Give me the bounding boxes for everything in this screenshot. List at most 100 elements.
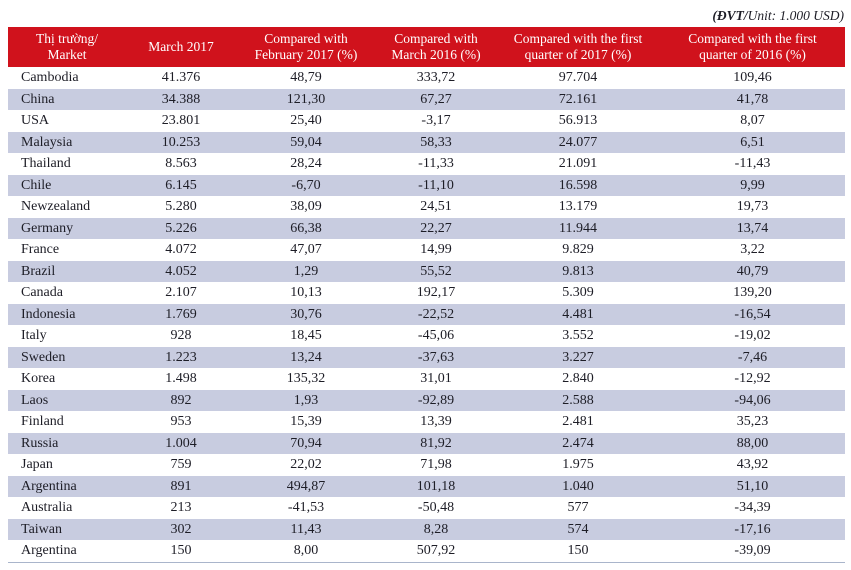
value-cell: 25,40 [290, 113, 322, 128]
value-cell: 13,24 [290, 349, 322, 365]
value-cell: 59,04 [290, 134, 322, 150]
market-name: China [21, 91, 55, 107]
unit-note: (ĐVT/Unit: 1.000 USD) [0, 0, 851, 27]
table-row: Canada 2.107 10,13 192,17 5.309 139,20 [8, 282, 845, 304]
value-cell: 121,30 [286, 91, 326, 107]
value-cell: 5.280 [165, 199, 197, 214]
value-cell: -41,53 [287, 500, 325, 515]
value-cell: 9,99 [740, 177, 765, 193]
value-cell: 11,43 [290, 521, 322, 537]
value-cell: 3.227 [562, 349, 594, 365]
value-cell: 38,09 [290, 199, 322, 214]
unit-note-prefix: (ĐVT/ [712, 8, 748, 23]
table-row: Taiwan 302 11,43 8,28 574 -17,16 [8, 518, 845, 540]
value-cell: 24,51 [420, 199, 452, 214]
value-cell: 70,94 [290, 435, 322, 451]
value-cell: 51,10 [736, 478, 769, 494]
table-row: Laos 892 1,93 -92,89 2.588 -94,06 [8, 389, 845, 411]
table-row: Argentina 150 8,00 507,92 150 -39,09 [8, 540, 845, 562]
table-row: Newzealand 5.280 38,09 24,51 13.179 19,73 [8, 196, 845, 218]
value-cell: 928 [170, 328, 192, 343]
unit-note-text: Unit: 1.000 USD) [747, 8, 844, 23]
column-header-vs-march-2016: Compared with March 2016 (%) [376, 27, 496, 67]
value-cell: 759 [170, 457, 192, 472]
value-cell: 43,92 [736, 457, 769, 472]
value-cell: -6,70 [291, 177, 321, 193]
value-cell: 10.253 [161, 134, 201, 150]
value-cell: 8.563 [165, 156, 197, 171]
value-cell: 97.704 [558, 70, 598, 85]
market-name: USA [21, 113, 50, 128]
value-cell: 1.040 [562, 478, 594, 494]
table-row: Thailand 8.563 28,24 -11,33 21.091 -11,43 [8, 153, 845, 175]
table-row: Argentina 891 494,87 101,18 1.040 51,10 [8, 475, 845, 497]
value-cell: 5.309 [562, 285, 594, 300]
table-row: Japan 759 22,02 71,98 1.975 43,92 [8, 454, 845, 476]
value-cell: -16,54 [734, 306, 771, 322]
value-cell: 11.944 [559, 220, 597, 236]
table-row: France 4.072 47,07 14,99 9.829 3,22 [8, 239, 845, 261]
value-cell: 892 [170, 392, 192, 408]
table-header-row: Thị trường/ Market March 2017 Compared w… [8, 27, 845, 67]
value-cell: 22,27 [420, 220, 452, 236]
column-header-line: March 2016 (%) [391, 47, 481, 62]
value-cell: 494,87 [286, 478, 326, 494]
column-header-line: Compared with [264, 30, 348, 46]
value-cell: 71,98 [420, 457, 452, 472]
value-cell: 109,46 [733, 70, 772, 85]
column-header-line: Thị trường/ [35, 30, 99, 46]
value-cell: 67,27 [420, 91, 452, 107]
value-cell: 1,29 [293, 263, 319, 279]
value-cell: 10,13 [290, 285, 322, 300]
column-header-vs-q1-2016: Compared with the first quarter of 2016 … [660, 27, 845, 67]
market-name: Brazil [21, 263, 56, 279]
column-header-line: March 2017 [148, 38, 214, 54]
value-cell: -50,48 [417, 500, 455, 515]
value-cell: -94,06 [734, 392, 771, 408]
market-name: Cambodia [21, 70, 79, 85]
value-cell: -17,16 [734, 521, 771, 537]
column-header-vs-q1-2017: Compared with the first quarter of 2017 … [496, 27, 660, 67]
value-cell: 577 [567, 500, 589, 515]
column-header-line: quarter of 2017 (%) [524, 47, 632, 62]
value-cell: 150 [170, 543, 192, 558]
column-header-line: quarter of 2016 (%) [699, 47, 806, 62]
market-name: Japan [21, 457, 53, 472]
value-cell: 41.376 [161, 70, 201, 85]
value-cell: 34.388 [161, 91, 201, 107]
value-cell: 58,33 [420, 134, 452, 150]
market-name: Malaysia [21, 134, 73, 150]
value-cell: -34,39 [734, 500, 771, 515]
market-name: Italy [21, 328, 47, 343]
value-cell: 302 [170, 521, 192, 537]
value-cell: 8,00 [293, 543, 319, 558]
value-cell: -37,63 [417, 349, 455, 365]
market-name: France [21, 242, 60, 257]
value-cell: 19,73 [736, 199, 769, 214]
table-row: Malaysia 10.253 59,04 58,33 24.077 6,51 [8, 131, 845, 153]
value-cell: 1.769 [165, 306, 197, 322]
value-cell: 28,24 [290, 156, 322, 171]
value-cell: 9.813 [562, 263, 594, 279]
value-cell: 55,52 [420, 263, 452, 279]
market-name: Taiwan [21, 521, 63, 537]
column-header-vs-february-2017: Compared with February 2017 (%) [236, 27, 376, 67]
value-cell: 1.223 [165, 349, 197, 365]
value-cell: 8,28 [423, 521, 449, 537]
value-cell: 21.091 [558, 156, 598, 171]
market-name: Sweden [21, 349, 66, 365]
value-cell: 192,17 [416, 285, 456, 300]
market-name: Russia [21, 435, 59, 451]
value-cell: 13.179 [558, 199, 598, 214]
value-cell: 8,07 [740, 113, 765, 128]
market-name: Indonesia [21, 306, 76, 322]
value-cell: 2.588 [562, 392, 594, 408]
value-cell: 35,23 [736, 414, 769, 429]
market-name: Finland [21, 414, 64, 429]
value-cell: 13,39 [420, 414, 452, 429]
value-cell: 333,72 [416, 70, 456, 85]
value-cell: -11,43 [734, 156, 771, 171]
value-cell: 16.598 [558, 177, 598, 193]
value-cell: 213 [170, 500, 192, 515]
market-name: Germany [21, 220, 74, 236]
